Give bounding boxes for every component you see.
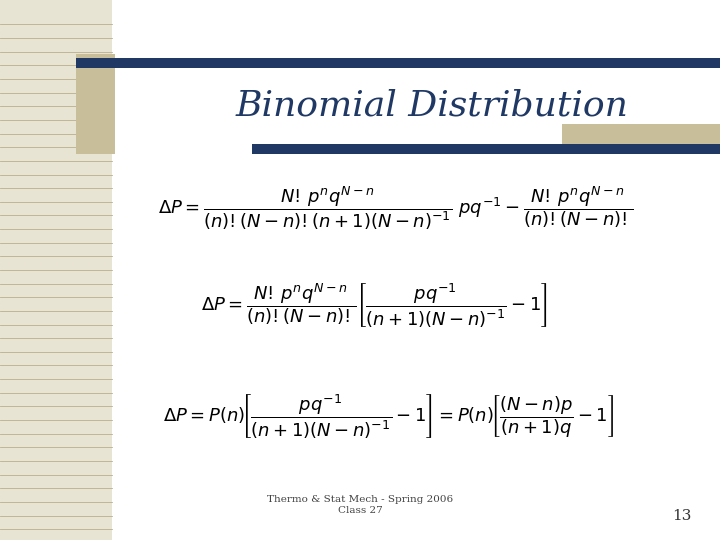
Text: 13: 13 (672, 509, 691, 523)
Bar (252, 144, 720, 154)
Text: Thermo & Stat Mech - Spring 2006
Class 27: Thermo & Stat Mech - Spring 2006 Class 2… (267, 495, 453, 515)
Text: Binomial Distribution: Binomial Distribution (235, 89, 629, 122)
Bar (76, 58, 720, 68)
Text: $\Delta P = P(n)\!\left[\dfrac{pq^{-1}}{(n+1)(N-n)^{-1}} - 1\right] = P(n)\!\lef: $\Delta P = P(n)\!\left[\dfrac{pq^{-1}}{… (163, 392, 614, 440)
Bar (76, 54, 115, 154)
Bar (562, 124, 720, 154)
Text: $\Delta P = \dfrac{N!\, p^n q^{N-n}}{(n)!(N-n)!(n+1)(N-n)^{-1}}\ pq^{-1} - \dfra: $\Delta P = \dfrac{N!\, p^n q^{N-n}}{(n)… (158, 184, 634, 232)
Text: $\Delta P = \dfrac{N!\, p^n q^{N-n}}{(n)!(N-n)!}\left[\dfrac{pq^{-1}}{(n+1)(N-n): $\Delta P = \dfrac{N!\, p^n q^{N-n}}{(n)… (201, 281, 548, 329)
Bar (0, 0, 112, 540)
